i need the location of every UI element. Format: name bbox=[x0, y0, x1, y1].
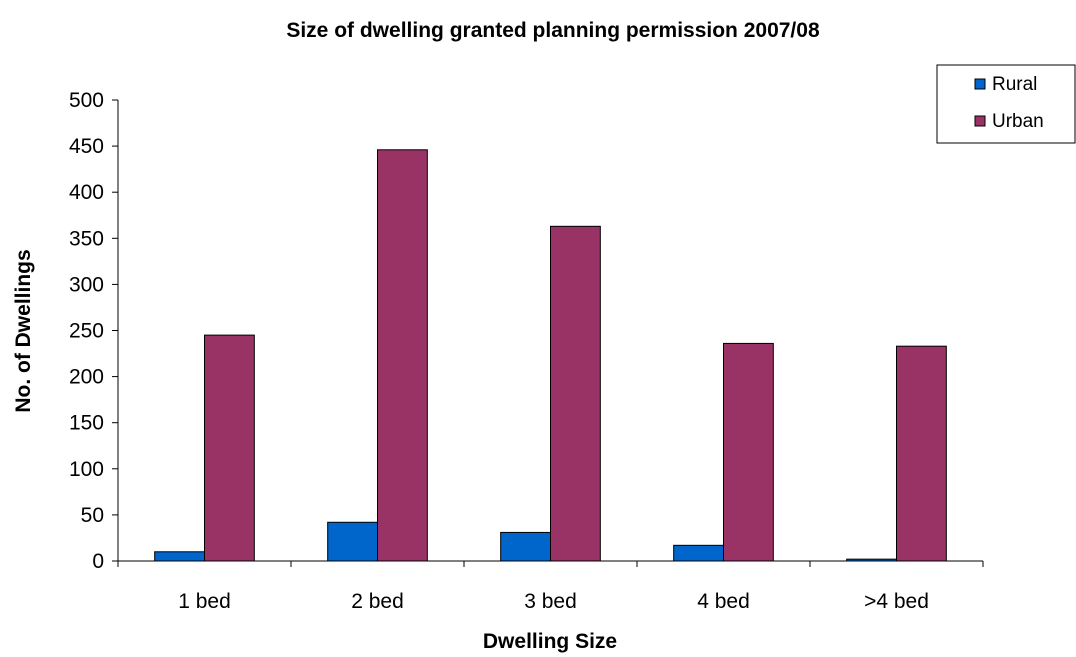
bar-urban-1bed bbox=[205, 335, 255, 561]
y-tick-label: 100 bbox=[69, 458, 104, 481]
legend-swatch-urban bbox=[975, 116, 985, 126]
y-axis-ticks: 0 50 100 150 200 250 300 350 400 450 500 bbox=[69, 89, 118, 573]
y-tick-label: 50 bbox=[81, 504, 104, 527]
bar-rural-4bed bbox=[674, 545, 724, 561]
y-tick-label: 0 bbox=[92, 550, 104, 573]
x-axis-title: Dwelling Size bbox=[483, 630, 617, 653]
legend-swatch-rural bbox=[975, 79, 985, 89]
bar-urban-2bed bbox=[378, 150, 428, 561]
y-tick-label: 150 bbox=[69, 412, 104, 435]
bar-rural-3bed bbox=[501, 532, 551, 561]
y-tick-label: 300 bbox=[69, 273, 104, 296]
legend: Rural Urban bbox=[937, 65, 1075, 143]
y-tick-label: 200 bbox=[69, 366, 104, 389]
y-tick-label: 450 bbox=[69, 135, 104, 158]
bar-rural-1bed bbox=[155, 552, 205, 561]
x-tick-label: 1 bed bbox=[178, 590, 231, 613]
bar-urban-3bed bbox=[551, 226, 601, 561]
x-axis-ticks: 1 bed 2 bed 3 bed 4 bed >4 bed bbox=[118, 561, 983, 613]
y-tick-label: 250 bbox=[69, 320, 104, 343]
y-axis-title: No. of Dwellings bbox=[12, 249, 35, 412]
bar-rural-2bed bbox=[328, 522, 378, 561]
bars bbox=[155, 150, 947, 561]
chart-title: Size of dwelling granted planning permis… bbox=[286, 19, 820, 42]
x-tick-label: >4 bed bbox=[864, 590, 929, 613]
x-tick-label: 3 bed bbox=[524, 590, 577, 613]
bar-urban-4bed bbox=[724, 343, 774, 561]
y-tick-label: 400 bbox=[69, 181, 104, 204]
x-tick-label: 2 bed bbox=[351, 590, 404, 613]
x-tick-label: 4 bed bbox=[697, 590, 750, 613]
bar-urban-4bed bbox=[897, 346, 947, 561]
y-tick-label: 500 bbox=[69, 89, 104, 112]
legend-label-rural: Rural bbox=[992, 74, 1037, 95]
y-tick-label: 350 bbox=[69, 227, 104, 250]
legend-label-urban: Urban bbox=[992, 111, 1044, 132]
